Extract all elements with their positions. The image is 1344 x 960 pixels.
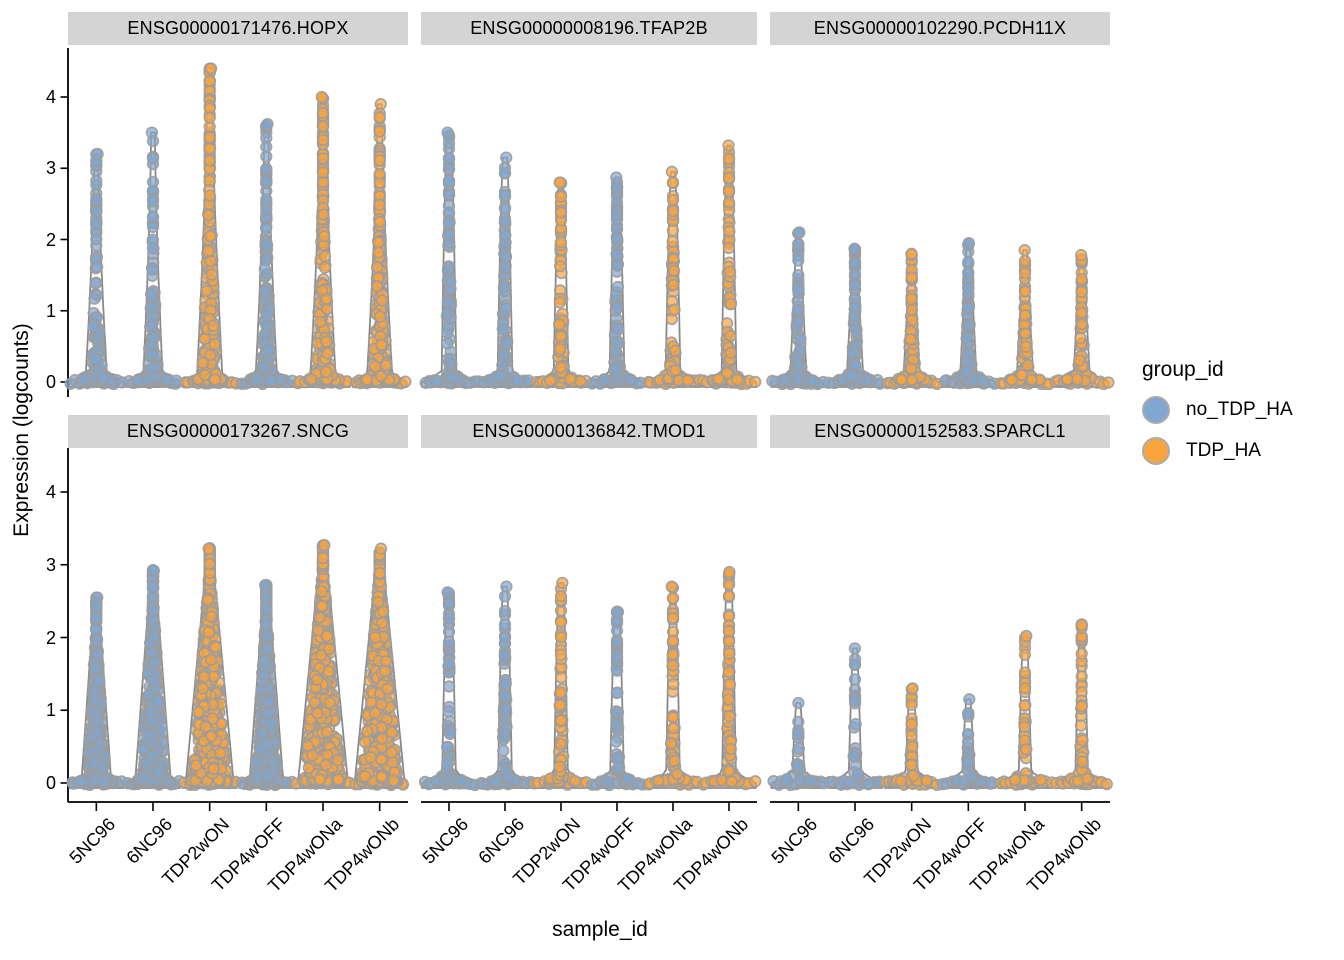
legend: group_id no_TDP_HA TDP_HA — [1142, 358, 1342, 478]
legend-label: TDP_HA — [1186, 440, 1261, 461]
tdp-ha-point-icon — [1142, 437, 1170, 465]
y-tick-label: 3 — [45, 554, 56, 575]
violin-points — [419, 126, 762, 391]
y-tick-label: 4 — [45, 482, 56, 502]
facet-title-strip: ENSG00000136842.TMOD1 — [421, 415, 757, 448]
facet-title-strip: ENSG00000171476.HOPX — [68, 12, 408, 45]
y-tick-label: 1 — [45, 300, 56, 321]
y-tick-label: 0 — [45, 372, 56, 392]
x-axis-title: sample_id — [552, 918, 648, 941]
facet-panel — [418, 565, 762, 811]
legend-title: group_id — [1142, 358, 1224, 381]
facet-panel — [419, 126, 762, 391]
facet-title-strip: ENSG00000152583.SPARCL1 — [770, 415, 1110, 448]
violin-points — [418, 565, 762, 792]
y-tick-label: 1 — [45, 700, 56, 721]
facet-title-strip: ENSG00000008196.TFAP2B — [421, 12, 757, 45]
violin-points — [766, 226, 1115, 391]
violin-points — [767, 618, 1113, 792]
facet-panel — [66, 538, 410, 811]
no-tdp-ha-point-icon — [1142, 396, 1170, 424]
legend-entry-tdp-ha: TDP_HA — [1142, 437, 1342, 465]
y-tick-label: 2 — [45, 229, 56, 250]
facet-title-strip: ENSG00000173267.SNCG — [68, 415, 408, 448]
y-tick-label: 4 — [45, 87, 56, 107]
violin-points — [64, 62, 412, 391]
violin-points — [66, 538, 410, 792]
y-tick-label: 0 — [45, 773, 56, 793]
facet-panel — [64, 62, 412, 391]
y-tick-label: 2 — [45, 627, 56, 648]
legend-entry-no-tdp-ha: no_TDP_HA — [1142, 396, 1342, 424]
facet-panel — [767, 618, 1113, 811]
y-tick-label: 3 — [45, 158, 56, 179]
legend-label: no_TDP_HA — [1186, 399, 1293, 420]
facet-title-strip: ENSG00000102290.PCDH11X — [770, 12, 1110, 45]
facet-panel — [766, 226, 1115, 391]
